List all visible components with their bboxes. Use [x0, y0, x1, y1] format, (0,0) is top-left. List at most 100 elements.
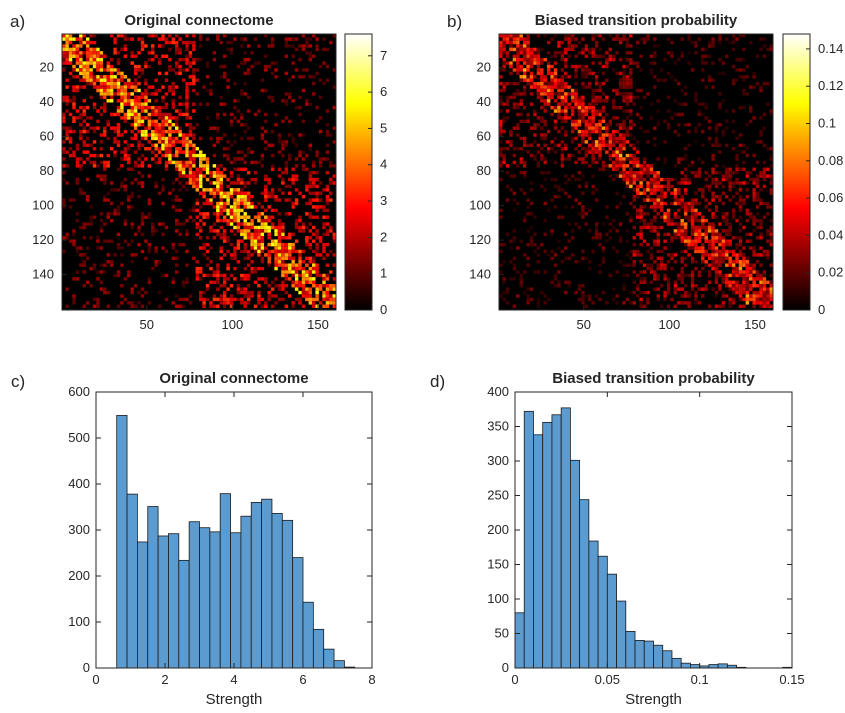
heatmap-cell: [133, 304, 138, 308]
heatmap-cell: [577, 95, 582, 100]
heatmap-cell: [564, 64, 568, 69]
heatmap-cell: [550, 256, 554, 261]
heatmap-cell: [219, 225, 223, 230]
heatmap-cell: [694, 215, 698, 219]
heatmap-cell: [116, 61, 121, 65]
heatmap-cell: [707, 229, 712, 233]
heatmap-cell: [226, 157, 230, 161]
heatmap-cell: [608, 273, 613, 278]
heatmap-cell: [701, 256, 705, 261]
heatmap-cell: [687, 236, 691, 240]
heatmap-cell: [598, 81, 602, 86]
heatmap-cell: [92, 160, 97, 165]
heatmap-cell: [181, 40, 186, 45]
heatmap-cell: [707, 242, 712, 247]
heatmap-cell: [612, 116, 616, 120]
heatmap-cell: [591, 88, 595, 93]
heatmap-cell: [612, 153, 616, 158]
heatmap-cell: [212, 229, 217, 233]
heatmap-cell: [663, 297, 667, 302]
heatmap-cell: [284, 263, 289, 267]
heatmap-cell: [243, 246, 247, 250]
heatmap-cell: [615, 294, 619, 298]
heatmap-cell: [588, 208, 592, 213]
histogram-bar: [302, 601, 314, 669]
heatmap-cell: [677, 57, 681, 62]
heatmap-cell: [519, 119, 523, 124]
heatmap-cell: [707, 253, 712, 257]
heatmap-cell: [140, 37, 145, 41]
heatmap-cell: [519, 57, 523, 62]
heatmap-cell: [711, 37, 715, 41]
heatmap-cell: [277, 260, 282, 264]
heatmap-cell: [144, 92, 148, 96]
heatmap-cell: [499, 215, 503, 219]
heatmap-cell: [577, 143, 582, 148]
heatmap-cell: [120, 116, 124, 120]
heatmap-cell: [584, 212, 589, 216]
heatmap-cell: [277, 256, 282, 261]
heatmap-cell: [560, 51, 565, 55]
heatmap-cell: [749, 263, 753, 267]
heatmap-cell: [516, 123, 520, 127]
heatmap-cell: [690, 270, 695, 274]
heatmap-cell: [308, 54, 313, 58]
heatmap-cell: [75, 37, 80, 41]
heatmap-cell: [553, 150, 558, 154]
heatmap-cell: [329, 133, 333, 137]
heatmap-cell: [499, 51, 503, 55]
heatmap-cell: [677, 160, 681, 165]
heatmap-cell: [591, 61, 595, 65]
heatmap-cell: [109, 68, 114, 72]
heatmap-cell: [137, 129, 141, 134]
heatmap-cell: [291, 270, 295, 274]
heatmap-cell: [281, 246, 285, 250]
heatmap-cell: [512, 68, 517, 72]
heatmap-cell: [168, 123, 172, 127]
heatmap-cell: [540, 153, 544, 158]
heatmap-cell: [178, 242, 182, 247]
heatmap-cell: [522, 105, 527, 110]
heatmap-cell: [759, 246, 763, 250]
heatmap-cell: [629, 177, 633, 182]
heatmap-cell: [106, 260, 110, 264]
heatmap-cell: [75, 212, 80, 216]
heatmap-cell: [636, 215, 640, 219]
heatmap-cell: [236, 229, 241, 233]
heatmap-cell: [154, 34, 158, 38]
heatmap-cell: [113, 81, 117, 86]
heatmap-cell: [133, 85, 138, 89]
heatmap-cell: [701, 218, 705, 223]
heatmap-cell: [284, 44, 289, 48]
heatmap-cell: [755, 54, 760, 58]
heatmap-cell: [735, 246, 739, 250]
heatmap-cell: [301, 284, 306, 288]
heatmap-cell: [588, 260, 592, 264]
heatmap-cell: [123, 44, 128, 48]
heatmap-cell: [735, 136, 739, 141]
heatmap-cell: [65, 236, 69, 240]
heatmap-cell: [226, 249, 230, 254]
heatmap-cell: [690, 160, 695, 165]
heatmap-cell: [192, 150, 196, 154]
heatmap-cell: [516, 64, 520, 69]
heatmap-cell: [618, 201, 623, 206]
heatmap-cell: [226, 222, 230, 226]
heatmap-cell: [329, 177, 333, 182]
heatmap-cell: [509, 140, 513, 144]
heatmap-cell: [75, 157, 80, 161]
heatmap-cell: [284, 184, 289, 189]
heatmap-cell: [642, 205, 647, 209]
heatmap-cell: [246, 205, 251, 209]
heatmap-cell: [653, 215, 657, 219]
heatmap-cell: [584, 119, 589, 124]
heatmap-cell: [526, 57, 530, 62]
heatmap-cell: [659, 266, 664, 271]
heatmap-cell: [659, 198, 664, 202]
heatmap-cell: [236, 194, 241, 199]
heatmap-cell: [529, 75, 534, 79]
heatmap-cell: [277, 150, 282, 154]
heatmap-cell: [642, 280, 647, 285]
heatmap-cell: [301, 225, 306, 230]
heatmap-cell: [96, 126, 100, 130]
